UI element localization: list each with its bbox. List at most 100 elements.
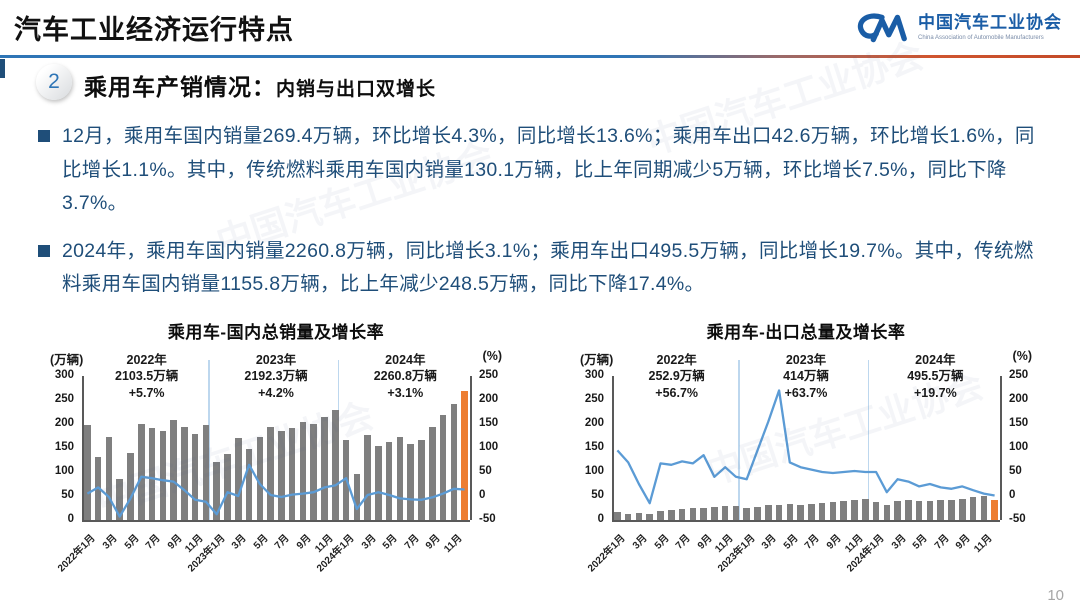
y-axis-tick-left: 300 — [584, 369, 604, 381]
bar — [915, 501, 923, 520]
right-axis-unit: (%) — [482, 349, 502, 363]
x-axis-line — [612, 520, 1000, 522]
y-axis-tick-right: 100 — [1009, 441, 1029, 453]
annotation-year: 2023年 — [255, 353, 297, 367]
bar — [116, 479, 123, 520]
y-axis-tick-left: 150 — [54, 441, 74, 453]
bar — [364, 435, 371, 520]
y-axis-tick-right: 50 — [1009, 465, 1022, 477]
annotation-growth: +19.7% — [913, 385, 957, 400]
bar — [980, 496, 988, 520]
bar — [105, 437, 113, 520]
bar — [138, 423, 145, 520]
y-axis-tick-right: 0 — [479, 489, 486, 501]
bar — [948, 499, 955, 520]
section-number-badge: 2 — [36, 64, 72, 100]
annotation-growth: +63.7% — [784, 385, 828, 400]
annotation-growth: +4.2% — [258, 385, 294, 400]
bar — [299, 421, 307, 520]
year-annotation: 2023年 2192.3万辆 +4.2% — [211, 352, 341, 401]
y-axis-tick-left: 250 — [54, 393, 74, 405]
y-axis-tick-right: 250 — [1009, 369, 1029, 381]
left-edge-accent — [0, 59, 5, 78]
bullet-square-icon — [38, 244, 50, 257]
y-axis-line-left — [612, 376, 614, 520]
bar — [127, 452, 134, 520]
chart-title: 乘用车-出口总量及增长率 — [706, 323, 906, 342]
highlight-bar — [991, 499, 998, 520]
bar — [84, 425, 91, 520]
bar — [808, 503, 815, 520]
annotation-growth: +56.7% — [655, 385, 699, 400]
bar — [969, 497, 977, 520]
bar — [332, 409, 339, 520]
y-axis-tick-left: 200 — [584, 417, 604, 429]
bar — [743, 508, 750, 520]
bar — [732, 505, 740, 520]
y-axis-tick-left: 250 — [584, 393, 604, 405]
bar — [170, 420, 177, 520]
year-annotation: 2022年 2103.5万辆 +5.7% — [82, 352, 212, 401]
bar — [829, 501, 837, 520]
bar — [614, 512, 621, 520]
bar — [959, 498, 966, 520]
annotation-total: 252.9万辆 — [648, 369, 705, 384]
caam-logo-cn: 中国汽车工业协会 — [918, 13, 1062, 33]
bar — [321, 416, 328, 520]
y-axis-tick-left: 0 — [67, 513, 74, 525]
y-axis-tick-left: 0 — [597, 513, 604, 525]
bar — [700, 508, 707, 520]
bar — [224, 453, 231, 520]
bar — [159, 430, 167, 520]
bar — [278, 431, 285, 520]
y-axis-tick-right: 200 — [1009, 393, 1029, 405]
annotation-total: 495.5万辆 — [907, 369, 964, 384]
bar — [754, 506, 761, 520]
section-title: 乘用车产销情况： — [84, 74, 276, 100]
bar — [786, 504, 794, 520]
bar — [94, 456, 102, 520]
bullet-text-2: 2024年，乘用车国内销量2260.8万辆，同比增长3.1%；乘用车出口495.… — [62, 239, 1034, 296]
bar — [851, 499, 858, 520]
y-axis-tick-right: 150 — [1009, 417, 1029, 429]
bar — [775, 505, 783, 520]
annotation-year: 2024年 — [915, 353, 956, 367]
y-axis-tick-right: -50 — [1009, 513, 1026, 525]
left-axis-unit: (万辆) — [580, 353, 614, 367]
annotation-year: 2022年 — [126, 353, 167, 367]
bar — [711, 506, 718, 520]
header-divider — [0, 55, 1080, 58]
y-axis-tick-left: 200 — [54, 417, 74, 429]
annotation-total: 2103.5万辆 — [115, 369, 179, 384]
bar — [862, 498, 869, 520]
annotation-total: 2260.8万辆 — [373, 369, 437, 384]
bar — [191, 433, 199, 520]
year-annotation: 2022年 252.9万辆 +56.7% — [612, 352, 742, 401]
annotation-year: 2022年 — [656, 353, 697, 367]
year-annotation: 2024年 495.5万辆 +19.7% — [870, 352, 1000, 401]
year-annotation: 2024年 2260.8万辆 +3.1% — [340, 352, 470, 401]
bullet-item-2: 2024年，乘用车国内销量2260.8万辆，同比增长3.1%；乘用车出口495.… — [38, 235, 1046, 302]
y-axis-tick-right: 250 — [479, 369, 499, 381]
bar — [689, 508, 697, 520]
bar — [450, 403, 458, 520]
y-axis-tick-right: 150 — [479, 417, 499, 429]
highlight-bar — [461, 390, 468, 520]
bullet-list: 12月，乘用车国内销量269.4万辆，环比增长4.3%，同比增长13.6%；乘用… — [38, 120, 1046, 316]
y-axis-line-right — [1000, 376, 1002, 520]
bullet-item-1: 12月，乘用车国内销量269.4万辆，环比增长4.3%，同比增长13.6%；乘用… — [38, 120, 1046, 221]
bar — [797, 504, 804, 520]
bullet-text-1: 12月，乘用车国内销量269.4万辆，环比增长4.3%，同比增长13.6%；乘用… — [62, 125, 1035, 215]
bar — [883, 505, 891, 520]
bar — [840, 500, 847, 520]
bar — [375, 445, 382, 520]
bar — [872, 501, 880, 520]
y-axis-tick-left: 50 — [591, 489, 604, 501]
chart-domestic-sales: 乘用车-国内总销量及增长率 (万辆) (%) 0 50 100 150 200 250 30… — [30, 318, 522, 606]
annotation-growth: +5.7% — [128, 385, 165, 400]
y-axis-tick-left: 50 — [61, 489, 74, 501]
bar — [678, 509, 686, 520]
bar — [624, 514, 632, 520]
annotation-year: 2024年 — [385, 353, 426, 367]
